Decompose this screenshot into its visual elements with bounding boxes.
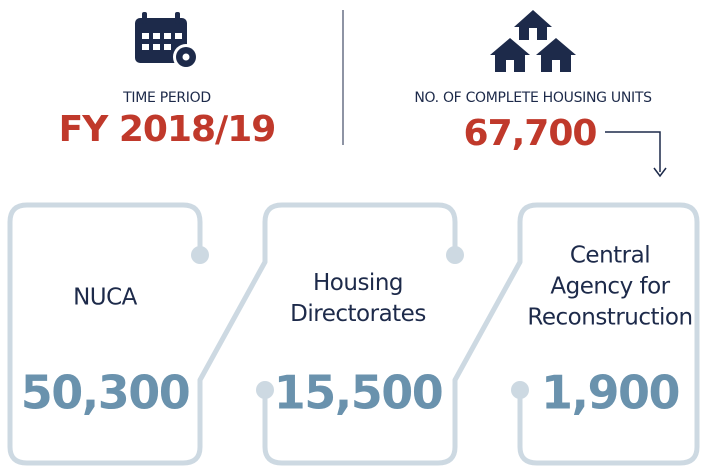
card-value: 15,500 xyxy=(274,366,443,420)
time-period-value: FY 2018/19 xyxy=(59,109,276,150)
card-value: 50,300 xyxy=(21,366,190,420)
houses-icon xyxy=(490,10,576,72)
connector-dot xyxy=(511,381,529,399)
housing-units-label: NO. OF COMPLETE HOUSING UNITS xyxy=(414,90,652,106)
card-name: Agency for xyxy=(550,274,670,300)
card-name: Reconstruction xyxy=(527,305,692,331)
card-name: NUCA xyxy=(73,285,138,311)
housing-units-value: 67,700 xyxy=(464,113,597,154)
arrow-head xyxy=(653,167,667,178)
connector-dot xyxy=(256,381,274,399)
arrow xyxy=(605,131,661,172)
connector-dot xyxy=(446,246,464,264)
card-outline xyxy=(262,202,700,466)
calendar-icon xyxy=(135,12,199,70)
card-value: 1,900 xyxy=(541,366,679,420)
card-name: Central xyxy=(570,243,650,269)
card-name: Directorates xyxy=(290,301,426,327)
card-outline xyxy=(7,202,458,466)
cards: NUCA 50,300 Housing Directorates 15,500 Centr… xyxy=(21,243,693,420)
time-period-label: TIME PERIOD xyxy=(122,90,211,106)
connector-dot xyxy=(191,246,209,264)
card-name: Housing xyxy=(313,270,403,296)
